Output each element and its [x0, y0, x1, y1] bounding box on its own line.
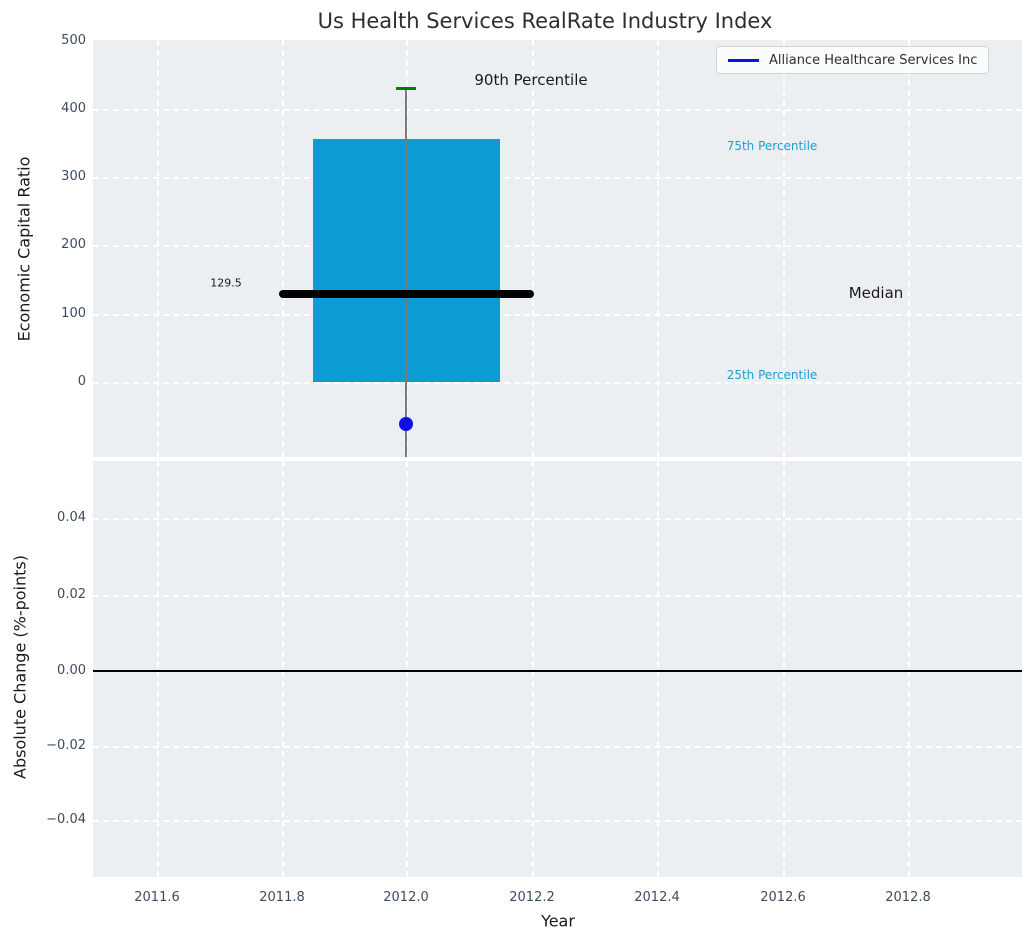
xtick-2012.0: 2012.0: [383, 890, 429, 905]
legend-line-swatch: [728, 58, 759, 62]
ytick-100: 100: [61, 306, 86, 321]
gridline-x-2012.4: [657, 40, 659, 457]
gridline-y-0.04: [93, 518, 1022, 520]
ytick-400: 400: [61, 101, 86, 116]
gridline-x-2012.6: [783, 461, 785, 877]
gridline-y-200: [93, 245, 1022, 247]
legend: Alliance Healthcare Services Inc: [716, 46, 990, 74]
ytick-0.02: 0.02: [57, 587, 86, 602]
annotation-median: Median: [848, 284, 904, 302]
gridline-x-2012.4: [657, 461, 659, 877]
x-axis-label: Year: [541, 911, 575, 931]
gridline-x-2012.2: [532, 40, 534, 457]
gridline-x-2011.6: [157, 40, 159, 457]
gridline-x-2011.8: [282, 461, 284, 877]
gridline-y-400: [93, 109, 1022, 111]
ytick-0.04: 0.04: [57, 510, 86, 525]
xtick-2012.8: 2012.8: [885, 890, 931, 905]
xtick-2012.4: 2012.4: [634, 890, 680, 905]
xtick-2012.2: 2012.2: [509, 890, 555, 905]
xtick-2012.6: 2012.6: [760, 890, 806, 905]
p90-cap: [396, 87, 416, 90]
y-axis-label-top: Economic Capital Ratio: [14, 156, 34, 342]
legend-label: Alliance Healthcare Services Inc: [769, 52, 978, 68]
annotation-90th-percentile: 90th Percentile: [474, 71, 588, 89]
gridline-x-2012.2: [532, 461, 534, 877]
chart-title: Us Health Services RealRate Industry Ind…: [317, 9, 773, 33]
gridline-x-2012.8: [908, 40, 910, 457]
ytick-0.00: 0.00: [57, 663, 86, 678]
company-marker-dot: [399, 417, 413, 431]
ytick--0.04: −0.04: [46, 812, 86, 827]
ytick--0.02: −0.02: [46, 738, 86, 753]
annotation-75th-percentile: 75th Percentile: [726, 139, 818, 153]
ytick-0: 0: [77, 374, 86, 389]
gridline-x-2012.0: [406, 461, 408, 877]
gridline-x-2011.8: [282, 40, 284, 457]
gridline-x-2012.8: [908, 461, 910, 877]
ytick-200: 200: [61, 237, 86, 252]
gridline-y-0: [93, 382, 1022, 384]
gridline-y--0.02: [93, 746, 1022, 748]
median-line: [279, 290, 534, 298]
y-axis-label-bottom: Absolute Change (%-points): [10, 555, 30, 779]
abs-change-plot: [93, 461, 1022, 877]
annotation-median-value: 129.5: [210, 276, 242, 290]
ecr-plot: 90th Percentile 75th Percentile Median 2…: [93, 40, 1022, 457]
zero-line: [93, 670, 1022, 672]
gridline-y-0.02: [93, 595, 1022, 597]
whisker-line: [405, 88, 407, 457]
gridline-y--0.04: [93, 820, 1022, 822]
gridline-x-2011.6: [157, 461, 159, 877]
ytick-500: 500: [61, 33, 86, 48]
ytick-300: 300: [61, 169, 86, 184]
gridline-y-100: [93, 314, 1022, 316]
gridline-x-2012.6: [783, 40, 785, 457]
gridline-y-300: [93, 177, 1022, 179]
xtick-2011.6: 2011.6: [134, 890, 180, 905]
xtick-2011.8: 2011.8: [259, 890, 305, 905]
annotation-25th-percentile: 25th Percentile: [726, 368, 818, 382]
